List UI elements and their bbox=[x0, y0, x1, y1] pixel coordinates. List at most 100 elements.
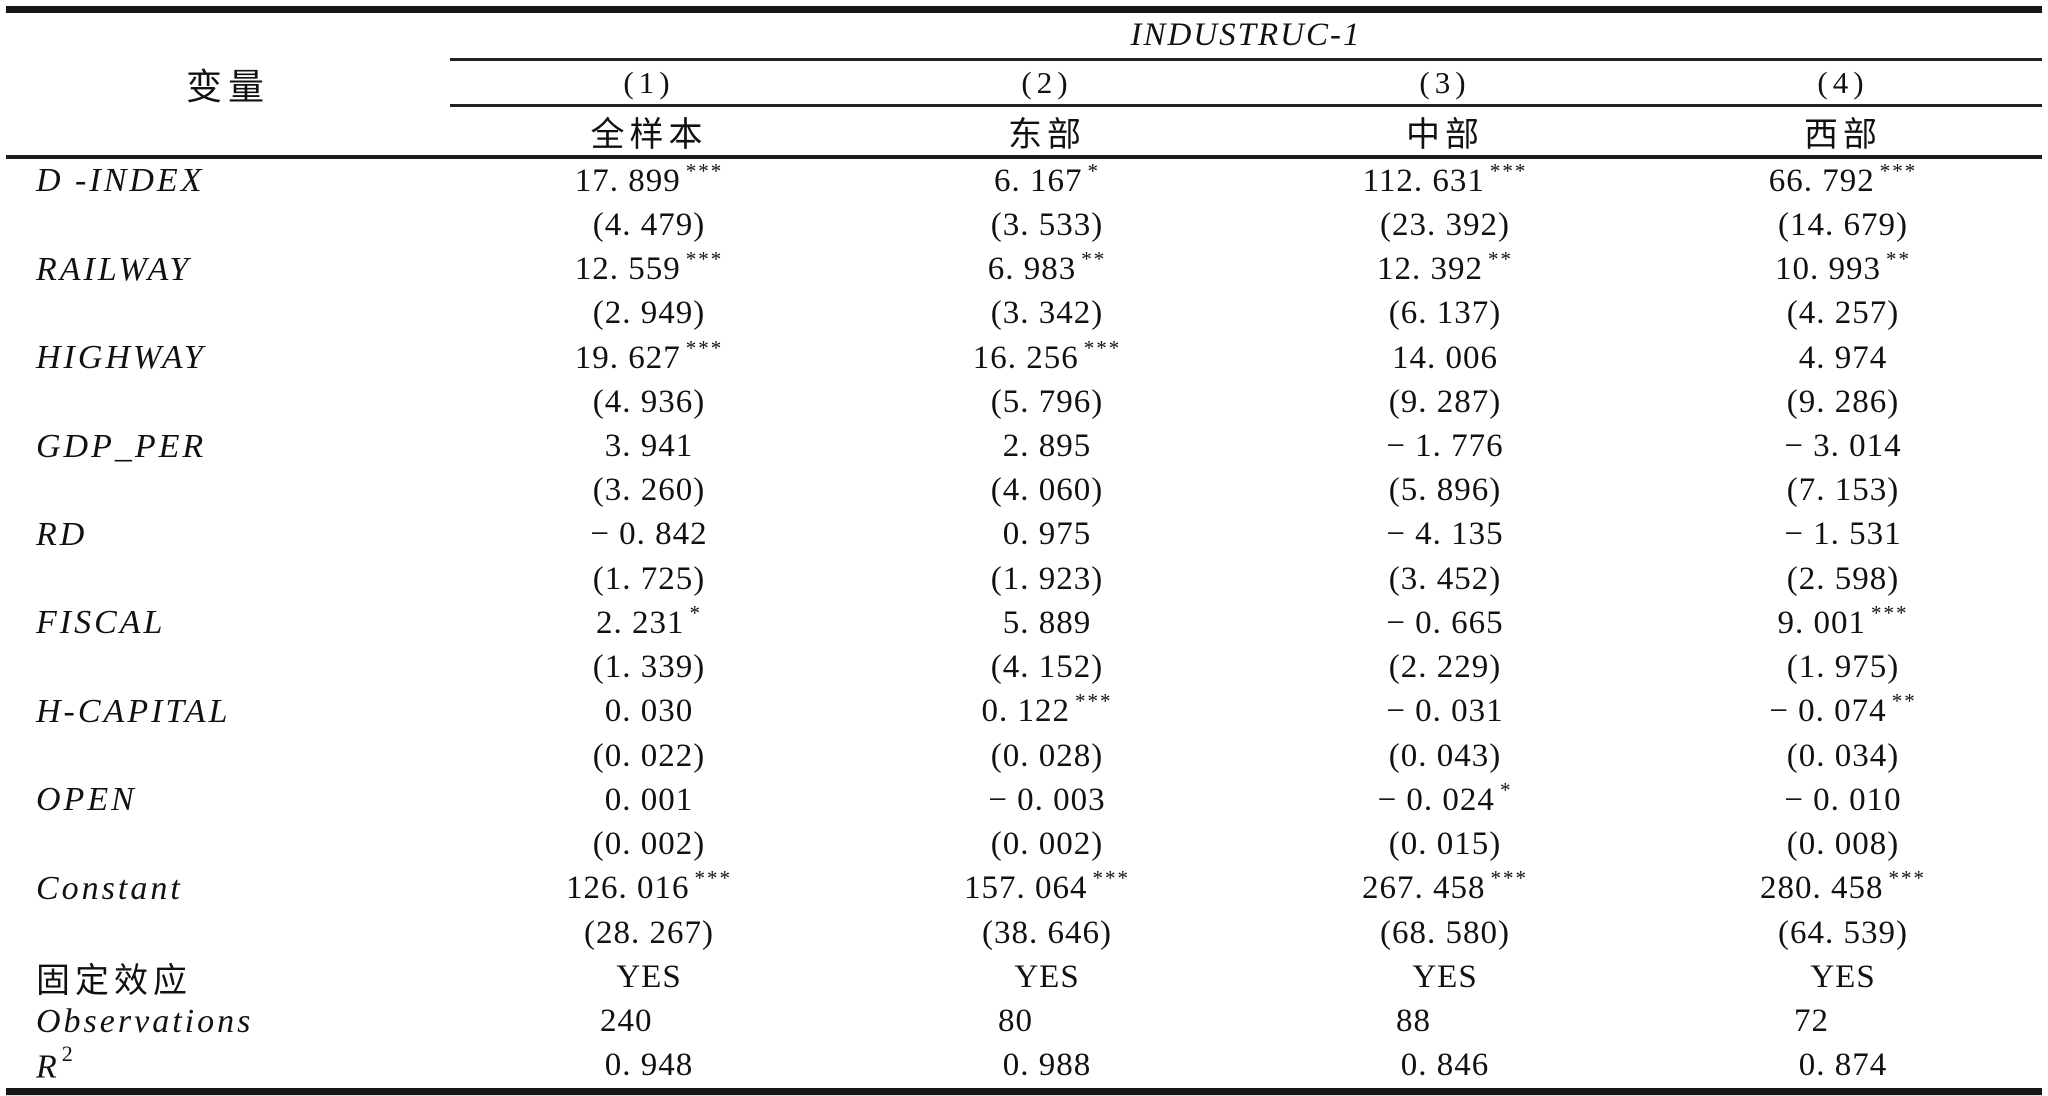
var-label-8: OPEN bbox=[36, 781, 137, 819]
table-body: D -INDEX 17. 899 *** 6. 167 * 112. 631 *** 66. … bbox=[6, 159, 2042, 1088]
fe-cell-r0-c4: YES bbox=[1810, 958, 1876, 995]
header-bottom-rule bbox=[6, 155, 2042, 159]
var-label-9: Constant bbox=[36, 869, 183, 907]
coef-cell-r3-c1: 3. 941 bbox=[604, 428, 694, 465]
coef-cell-r8-c2: 157. 064 *** bbox=[964, 866, 1130, 907]
significance-stars: *** bbox=[1490, 866, 1528, 891]
se-cell-r4-c3: (3. 452) bbox=[1388, 560, 1502, 597]
coef-cell-r0-c1: 17. 899 *** bbox=[574, 158, 724, 199]
fe-cell-r0-c3: YES bbox=[1412, 958, 1478, 995]
se-cell-r0-c2: (3. 533) bbox=[990, 206, 1104, 243]
coef-cell-r1-c2: 6. 983 ** bbox=[987, 247, 1107, 288]
r2-cell-r0-c3: 0. 846 bbox=[1400, 1047, 1490, 1084]
se-cell-r7-c2: (0. 002) bbox=[990, 826, 1104, 863]
significance-stars: *** bbox=[1489, 158, 1528, 183]
se-cell-r5-c3: (2. 229) bbox=[1388, 649, 1502, 686]
fe-cell-r0-c2: YES bbox=[1014, 958, 1080, 995]
coef-cell-r7-c4: − 0. 010 bbox=[1784, 781, 1902, 818]
se-cell-r0-c4: (14. 679) bbox=[1778, 206, 1908, 243]
significance-stars: *** bbox=[1879, 158, 1918, 183]
se-cell-r2-c4: (9. 286) bbox=[1786, 383, 1900, 420]
se-cell-r7-c3: (0. 015) bbox=[1388, 826, 1502, 863]
coef-cell-r7-c1: 0. 001 bbox=[604, 781, 694, 818]
coef-cell-r8-c4: 280. 458 *** bbox=[1760, 866, 1926, 907]
r2-cell-r0-c1: 0. 948 bbox=[604, 1047, 694, 1084]
coef-cell-r2-c1: 19. 627 *** bbox=[574, 335, 724, 376]
significance-stars: *** bbox=[685, 158, 724, 183]
coef-cell-r3-c2: 2. 895 bbox=[1002, 428, 1092, 465]
coef-cell-r7-c3: − 0. 024 * bbox=[1377, 777, 1513, 818]
se-cell-r2-c3: (9. 287) bbox=[1388, 383, 1502, 420]
coef-cell-r6-c1: 0. 030 bbox=[604, 693, 694, 730]
span-title-row: INDUSTRUC-1 bbox=[450, 13, 2042, 61]
se-cell-r6-c4: (0. 034) bbox=[1786, 737, 1900, 774]
obs-cell-r0-c4: 72 bbox=[1794, 1003, 1829, 1040]
coef-cell-r5-c1: 2. 231 * bbox=[596, 600, 702, 641]
var-label-1: D -INDEX bbox=[36, 162, 205, 200]
se-cell-r0-c3: (23. 392) bbox=[1380, 206, 1510, 243]
var-label-6: FISCAL bbox=[36, 604, 166, 642]
se-cell-r8-c4: (64. 539) bbox=[1778, 914, 1908, 951]
r2-cell-r0-c2: 0. 988 bbox=[1002, 1047, 1092, 1084]
coef-cell-r8-c3: 267. 458 *** bbox=[1362, 866, 1528, 907]
se-cell-r1-c3: (6. 137) bbox=[1388, 295, 1502, 332]
coef-cell-r1-c3: 12. 392 ** bbox=[1377, 247, 1513, 288]
se-cell-r7-c4: (0. 008) bbox=[1786, 826, 1900, 863]
r2-cell-r0-c4: 0. 874 bbox=[1798, 1047, 1888, 1084]
sample-label-row: 全样本 东部 中部 西部 bbox=[450, 107, 2042, 155]
coef-cell-r5-c3: − 0. 665 bbox=[1386, 604, 1504, 641]
se-cell-r2-c2: (5. 796) bbox=[990, 383, 1104, 420]
coef-cell-r7-c2: − 0. 003 bbox=[988, 781, 1106, 818]
se-cell-r3-c4: (7. 153) bbox=[1786, 472, 1900, 509]
coef-cell-r4-c2: 0. 975 bbox=[1002, 516, 1092, 553]
table-header: 变量 INDUSTRUC-1 (1) (2) (3) (4) 全样本 东部 中部… bbox=[6, 13, 2042, 155]
coef-cell-r0-c3: 112. 631 *** bbox=[1362, 158, 1528, 199]
obs-cell-r0-c2: 80 bbox=[998, 1003, 1033, 1040]
se-cell-r5-c1: (1. 339) bbox=[592, 649, 706, 686]
se-cell-r1-c1: (2. 949) bbox=[592, 295, 706, 332]
var-label-3: HIGHWAY bbox=[36, 339, 206, 377]
coef-cell-r6-c2: 0. 122 *** bbox=[981, 689, 1113, 730]
var-label-5: RD bbox=[36, 515, 88, 553]
fixed-effects-label: 固定效应 bbox=[36, 962, 192, 1000]
coef-cell-r4-c3: − 4. 135 bbox=[1386, 516, 1504, 553]
fe-cell-r0-c1: YES bbox=[616, 958, 682, 995]
table-bottom-rule bbox=[6, 1087, 2042, 1095]
se-cell-r1-c2: (3. 342) bbox=[990, 295, 1104, 332]
model-number-2: (2) bbox=[1021, 64, 1073, 100]
coef-cell-r3-c4: − 3. 014 bbox=[1784, 428, 1902, 465]
span-title: INDUSTRUC-1 bbox=[1130, 17, 1362, 53]
coef-cell-r5-c4: 9. 001 *** bbox=[1777, 600, 1909, 641]
r-squared-exponent: 2 bbox=[61, 1041, 76, 1067]
scan-shadow-line bbox=[6, 1094, 2042, 1096]
significance-stars: * bbox=[1499, 777, 1513, 802]
significance-stars: ** bbox=[1886, 247, 1911, 272]
se-cell-r3-c3: (5. 896) bbox=[1388, 472, 1502, 509]
significance-stars: *** bbox=[685, 247, 724, 272]
se-cell-r5-c2: (4. 152) bbox=[990, 649, 1104, 686]
se-cell-r4-c4: (2. 598) bbox=[1786, 560, 1900, 597]
coef-cell-r4-c1: − 0. 842 bbox=[590, 516, 708, 553]
significance-stars: ** bbox=[1891, 689, 1917, 714]
se-cell-r6-c3: (0. 043) bbox=[1388, 737, 1502, 774]
se-cell-r7-c1: (0. 002) bbox=[592, 826, 706, 863]
se-cell-r8-c3: (68. 580) bbox=[1380, 914, 1510, 951]
coef-cell-r2-c4: 4. 974 bbox=[1798, 339, 1888, 376]
se-cell-r0-c1: (4. 479) bbox=[592, 206, 706, 243]
significance-stars: ** bbox=[1081, 247, 1107, 272]
coef-cell-r0-c2: 6. 167 * bbox=[994, 158, 1100, 199]
significance-stars: *** bbox=[685, 335, 724, 360]
var-label-2: RAILWAY bbox=[36, 250, 192, 288]
model-number-3: (3) bbox=[1419, 64, 1471, 100]
coef-cell-r2-c2: 16. 256 *** bbox=[972, 335, 1122, 376]
observations-label: Observations bbox=[36, 1002, 254, 1040]
se-cell-r6-c1: (0. 022) bbox=[592, 737, 706, 774]
coef-cell-r6-c4: − 0. 074 ** bbox=[1769, 689, 1917, 730]
coef-cell-r2-c3: 14. 006 bbox=[1392, 339, 1498, 376]
coef-cell-r5-c2: 5. 889 bbox=[1002, 604, 1092, 641]
table-top-rule bbox=[6, 6, 2042, 13]
se-cell-r4-c1: (1. 725) bbox=[592, 560, 706, 597]
var-label-7: H-CAPITAL bbox=[36, 692, 231, 730]
sample-label-2: 东部 bbox=[1008, 117, 1086, 154]
